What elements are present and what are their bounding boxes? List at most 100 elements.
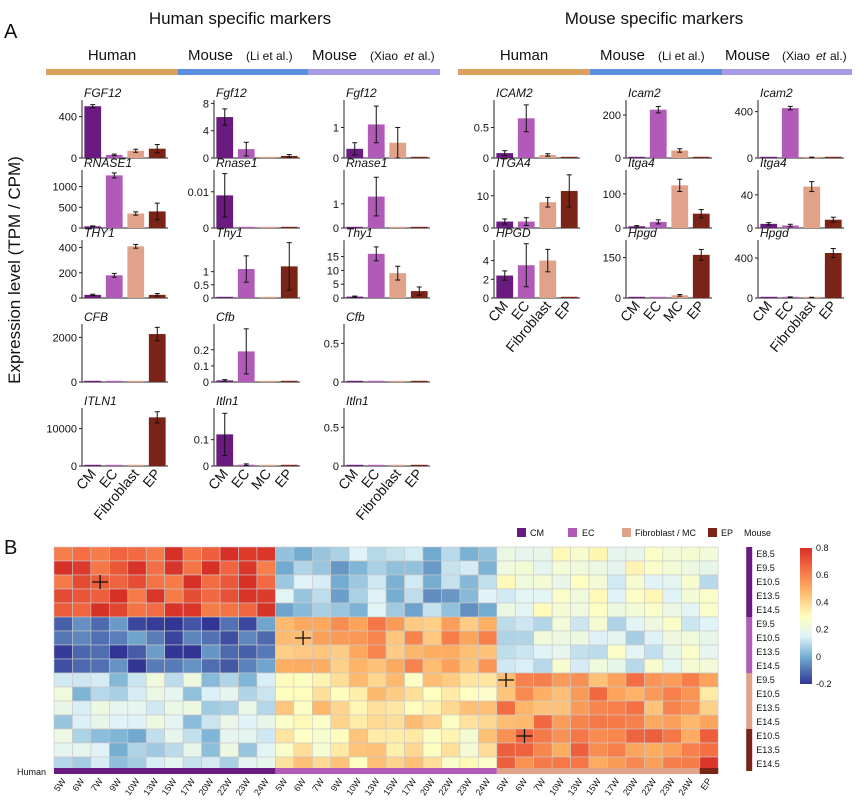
y-tick-label: 0 bbox=[71, 153, 77, 165]
heatmap-cell bbox=[275, 714, 295, 730]
heatmap-cell bbox=[478, 630, 498, 646]
heatmap-cell bbox=[588, 546, 608, 562]
heatmap-cell bbox=[570, 644, 590, 660]
y-tick-label: 200 bbox=[603, 110, 621, 122]
heatmap-cell bbox=[478, 672, 498, 688]
bar-cm bbox=[84, 464, 102, 466]
heatmap-cell bbox=[570, 672, 590, 688]
heatmap-cell bbox=[533, 700, 553, 716]
gene-label: Itln1 bbox=[346, 394, 369, 408]
heatmap-cell bbox=[256, 700, 276, 716]
header-li-left-mouse: Mouse bbox=[188, 47, 233, 64]
heatmap-cell bbox=[53, 700, 73, 716]
category-label-ep: EP bbox=[551, 298, 575, 323]
heatmap-cell bbox=[422, 616, 442, 632]
heatmap-cell bbox=[90, 686, 110, 702]
y-tick-label: 200 bbox=[59, 268, 77, 280]
heatmap-row-label: E14.5 bbox=[756, 717, 780, 727]
heatmap-cell bbox=[238, 686, 258, 702]
heatmap-cell bbox=[441, 616, 461, 632]
heatmap-cell bbox=[441, 630, 461, 646]
heatmap-cell bbox=[293, 616, 313, 632]
error-bar-cm bbox=[90, 293, 96, 296]
heatmap-cell bbox=[201, 588, 221, 604]
bar-mc bbox=[259, 226, 277, 228]
error-bar-fibroblast bbox=[545, 248, 551, 273]
heatmap-col-label: 17W bbox=[603, 776, 622, 797]
bar-ep bbox=[560, 296, 578, 298]
heatmap-cell bbox=[625, 630, 645, 646]
y-tick-label: 0.5 bbox=[324, 422, 339, 434]
heatmap-cell bbox=[109, 742, 129, 758]
bar-ep bbox=[280, 464, 298, 466]
heatmap-cell bbox=[127, 658, 147, 674]
heatmap-cell bbox=[533, 686, 553, 702]
heatmap-cell bbox=[478, 546, 498, 562]
bar-cm bbox=[628, 296, 646, 298]
heatmap-cell bbox=[422, 686, 442, 702]
heatmap-cell bbox=[496, 686, 516, 702]
heatmap-cell bbox=[662, 616, 682, 632]
heatmap-cell bbox=[404, 560, 424, 576]
heatmap-cell bbox=[201, 658, 221, 674]
heatmap-cell bbox=[699, 574, 719, 590]
heatmap-cell bbox=[478, 574, 498, 590]
gene-label: Rnase1 bbox=[216, 156, 257, 170]
heatmap-cell bbox=[404, 546, 424, 562]
heatmap-cell bbox=[404, 602, 424, 618]
heatmap-cell bbox=[607, 616, 627, 632]
heatmap-cell bbox=[533, 658, 553, 674]
heatmap-cell bbox=[551, 574, 571, 590]
bar-chart-human_left-thy1: THY1 0 200 400 bbox=[59, 226, 168, 305]
header-li-left: Mouse (Li et al.) bbox=[188, 47, 293, 64]
heatmap-cell bbox=[72, 630, 92, 646]
heatmap-col-label: 7W bbox=[310, 776, 326, 793]
heatmap-cell bbox=[145, 728, 166, 744]
heatmap-cell bbox=[441, 686, 461, 702]
heatmap-cell bbox=[625, 742, 645, 758]
strip-li-right bbox=[590, 69, 722, 75]
error-bar-ec bbox=[373, 105, 379, 144]
heatmap-cell bbox=[348, 728, 368, 744]
heatmap-cell bbox=[478, 742, 498, 758]
gene-label: Fgf12 bbox=[346, 86, 377, 100]
header-human-left: Human bbox=[88, 47, 136, 64]
heatmap-cell bbox=[90, 630, 110, 646]
heatmap-cell bbox=[127, 644, 147, 660]
heatmap-cell bbox=[256, 546, 276, 562]
heatmap-cell bbox=[367, 616, 387, 632]
heatmap-cell bbox=[182, 728, 202, 744]
error-bar-cm bbox=[766, 222, 772, 226]
heatmap-cell bbox=[201, 574, 221, 590]
heatmap-cell bbox=[551, 546, 571, 562]
heatmap-cell bbox=[588, 602, 608, 618]
heatmap-cell bbox=[662, 630, 682, 646]
strip-xiao-left bbox=[308, 69, 440, 75]
heatmap-col-label: 6W bbox=[513, 776, 529, 793]
heatmap-cell bbox=[514, 742, 535, 758]
heatmap-cell bbox=[662, 742, 682, 758]
heatmap-cell bbox=[109, 686, 129, 702]
heatmap-col-label: 24W bbox=[676, 776, 695, 797]
bar-ep bbox=[824, 219, 842, 228]
heatmap-col-label: 22W bbox=[437, 776, 456, 797]
heatmap-col-label: 23W bbox=[455, 776, 474, 797]
heatmap-cell bbox=[127, 616, 147, 632]
heatmap-cell bbox=[164, 728, 184, 744]
heatmap-cell bbox=[625, 672, 645, 688]
legend-label-mouse: Mouse bbox=[744, 528, 771, 538]
heatmap-cell bbox=[588, 560, 608, 576]
heatmap-cell bbox=[275, 700, 295, 716]
heatmap-cell bbox=[330, 574, 350, 590]
heatmap-cell bbox=[459, 644, 479, 660]
heatmap-cell bbox=[256, 630, 276, 646]
heatmap-cell bbox=[478, 658, 498, 674]
color-scale-tick: 0.2 bbox=[816, 625, 829, 635]
heatmap-cell bbox=[570, 602, 590, 618]
heatmap-cell bbox=[53, 574, 73, 590]
heatmap-cell bbox=[109, 672, 129, 688]
heatmap-cell bbox=[127, 672, 147, 688]
heatmap-cell bbox=[570, 574, 590, 590]
heatmap-cell bbox=[219, 686, 239, 702]
